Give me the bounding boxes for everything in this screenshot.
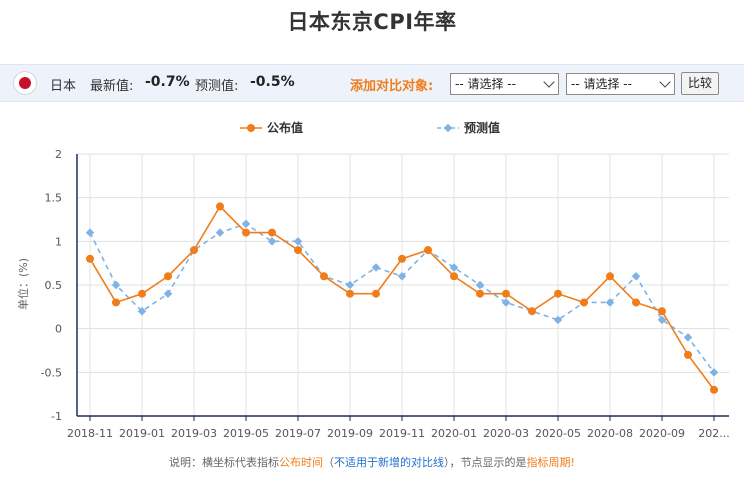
published-point[interactable] [606, 272, 614, 281]
y-tick-label: 0 [55, 323, 62, 336]
x-tick-label: 2020-05 [535, 427, 581, 440]
latest-value-label: 最新值: [90, 79, 134, 94]
forecast-point[interactable] [241, 219, 251, 229]
legend-label[interactable]: 公布值 [267, 120, 303, 135]
y-tick-label: 0.5 [45, 279, 63, 292]
y-tick-label: -0.5 [41, 366, 62, 379]
footnote-part: 说明：横坐标代表指标 [169, 456, 280, 469]
published-point[interactable] [112, 298, 120, 307]
published-point[interactable] [424, 246, 432, 255]
forecast-value: -0.5% [250, 74, 295, 90]
footnote-part: （ [323, 456, 335, 469]
published-point[interactable] [684, 350, 692, 359]
published-point[interactable] [138, 289, 146, 298]
legend-label[interactable]: 预测值 [464, 120, 500, 135]
published-point[interactable] [658, 307, 666, 316]
x-tick-label: 2019-03 [171, 427, 217, 440]
forecast-point[interactable] [501, 298, 511, 307]
forecast-point[interactable] [267, 237, 277, 246]
forecast-point[interactable] [111, 280, 121, 290]
forecast-point[interactable] [709, 368, 719, 377]
forecast-point[interactable] [475, 280, 485, 290]
published-point[interactable] [398, 254, 406, 263]
forecast-point[interactable] [449, 263, 459, 272]
x-tick-label: 2020-03 [483, 427, 529, 440]
compare-select-1[interactable]: -- 请选择 -- [450, 73, 559, 95]
chevron-down-icon [659, 76, 671, 88]
published-point[interactable] [242, 228, 250, 237]
info-bar: 日本 最新值: -0.7% 预测值: -0.5% 添加对比对象: -- 请选择 … [0, 64, 744, 102]
compare-label: 添加对比对象: [350, 79, 434, 94]
forecast-point[interactable] [553, 315, 563, 325]
published-point[interactable] [294, 246, 302, 255]
page-title: 日本东京CPI年率 [287, 10, 457, 34]
forecast-point[interactable] [215, 228, 225, 237]
forecast-point[interactable] [683, 333, 693, 342]
forecast-point[interactable] [371, 263, 381, 272]
footnote-note: 不适用于新增的对比线 [334, 456, 445, 469]
x-tick-label: 2019-11 [379, 427, 425, 440]
cpi-line-chart: 2 1.5 1 0.5 0 -0.5 -1 2018-11 2019-01 2019-03 201… [16, 120, 730, 440]
published-point[interactable] [528, 307, 536, 316]
footnote-part: ），节点显示的是 [444, 456, 527, 469]
published-point[interactable] [554, 289, 562, 298]
x-tick-label: 2019-05 [223, 427, 269, 440]
footnote-period: 指标周期! [526, 456, 575, 469]
published-point[interactable] [450, 272, 458, 281]
forecast-point[interactable] [137, 306, 147, 316]
forecast-point[interactable] [345, 280, 355, 290]
footnote-publish-time: 公布时间 [279, 456, 324, 469]
compare-select-2[interactable]: -- 请选择 -- [566, 73, 675, 95]
y-axis-label: 单位：(%) [16, 258, 30, 310]
compare-button[interactable]: 比较 [681, 72, 719, 95]
published-point[interactable] [268, 228, 276, 237]
published-point[interactable] [632, 298, 640, 307]
x-tick-label: 2020-08 [587, 427, 633, 440]
x-tick-label: 2019-07 [275, 427, 321, 440]
forecast-value-label: 预测值: [195, 79, 239, 94]
published-point[interactable] [190, 246, 198, 255]
published-point[interactable] [372, 289, 380, 298]
forecast-point[interactable] [397, 272, 407, 281]
chevron-down-icon [543, 76, 555, 88]
published-point[interactable] [710, 385, 718, 394]
x-tick-label: 2020-09 [639, 427, 685, 440]
forecast-point[interactable] [293, 237, 303, 246]
compare-select-2-value: -- 请选择 -- [571, 77, 632, 91]
y-tick-label: 1 [55, 235, 62, 248]
x-tick-label: 2019-09 [327, 427, 373, 440]
latest-value: -0.7% [145, 74, 190, 90]
x-tick-label: 202... [698, 427, 730, 440]
published-point[interactable] [580, 298, 588, 307]
published-point[interactable] [502, 289, 510, 298]
legend-marker [247, 124, 255, 132]
published-point[interactable] [216, 202, 224, 211]
forecast-point[interactable] [631, 272, 641, 281]
footnote: 说明：横坐标代表指标公布时间（不适用于新增的对比线），节点显示的是指标周期! [0, 454, 744, 470]
y-tick-label: 1.5 [45, 192, 63, 205]
published-point[interactable] [320, 272, 328, 281]
forecast-point[interactable] [163, 289, 173, 298]
compare-select-1-value: -- 请选择 -- [455, 77, 516, 91]
country-name: 日本 [50, 79, 77, 94]
x-tick-label: 2018-11 [67, 427, 113, 440]
japan-flag-icon [13, 71, 37, 95]
x-tick-label: 2020-01 [431, 427, 477, 440]
y-tick-label: 2 [55, 148, 62, 161]
published-point[interactable] [86, 254, 94, 263]
forecast-point[interactable] [85, 228, 95, 237]
published-point[interactable] [346, 289, 354, 298]
x-tick-label: 2019-01 [119, 427, 165, 440]
legend-marker [443, 123, 453, 133]
published-point[interactable] [476, 289, 484, 298]
y-tick-label: -1 [51, 410, 62, 423]
published-point[interactable] [164, 272, 172, 281]
